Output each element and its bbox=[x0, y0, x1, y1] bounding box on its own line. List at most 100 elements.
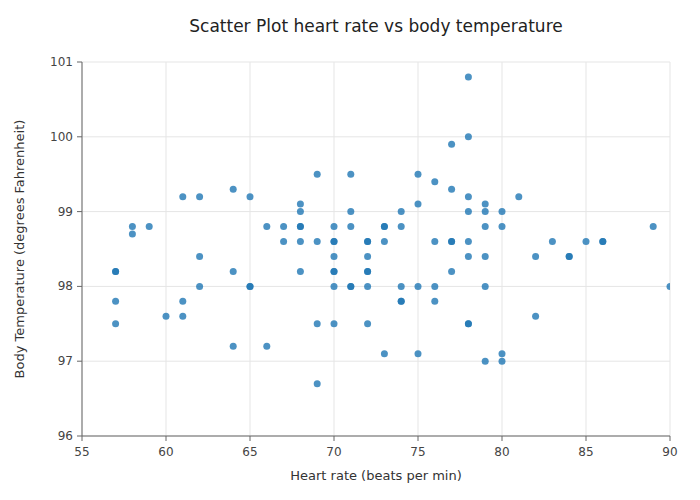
y-grid-line bbox=[82, 62, 670, 63]
point bbox=[230, 268, 237, 275]
axes: 556065707580859096979899100101 bbox=[50, 55, 678, 459]
point bbox=[297, 268, 304, 275]
point bbox=[549, 238, 556, 245]
y-tick bbox=[77, 62, 82, 63]
point bbox=[482, 208, 489, 215]
point bbox=[431, 283, 438, 290]
x-grid-line bbox=[334, 62, 335, 436]
point bbox=[364, 320, 371, 327]
point bbox=[163, 313, 170, 320]
point bbox=[465, 208, 472, 215]
x-tick bbox=[334, 436, 335, 441]
point bbox=[482, 253, 489, 260]
point bbox=[381, 238, 388, 245]
point bbox=[482, 358, 489, 365]
point bbox=[465, 238, 472, 245]
point bbox=[263, 223, 270, 230]
y-grid-line bbox=[82, 436, 670, 437]
point bbox=[129, 231, 136, 238]
point bbox=[398, 298, 405, 305]
x-tick-label: 60 bbox=[158, 445, 173, 459]
point bbox=[364, 283, 371, 290]
point bbox=[364, 268, 371, 275]
point bbox=[515, 193, 522, 200]
point bbox=[364, 238, 371, 245]
x-tick bbox=[82, 436, 83, 441]
x-grid-line bbox=[250, 62, 251, 436]
y-tick bbox=[77, 286, 82, 287]
x-grid-line bbox=[670, 62, 671, 436]
y-axis-line bbox=[82, 62, 83, 436]
point bbox=[179, 313, 186, 320]
point bbox=[179, 193, 186, 200]
point bbox=[448, 238, 455, 245]
x-tick bbox=[418, 436, 419, 441]
x-tick bbox=[670, 436, 671, 441]
point bbox=[532, 313, 539, 320]
point bbox=[331, 238, 338, 245]
point bbox=[347, 223, 354, 230]
point bbox=[331, 268, 338, 275]
point bbox=[448, 141, 455, 148]
point bbox=[599, 238, 606, 245]
point bbox=[230, 343, 237, 350]
point bbox=[280, 223, 287, 230]
point bbox=[297, 223, 304, 230]
chart-container: 556065707580859096979899100101Scatter Pl… bbox=[0, 0, 700, 500]
point bbox=[196, 253, 203, 260]
point bbox=[347, 171, 354, 178]
y-tick-label: 97 bbox=[58, 354, 73, 368]
point bbox=[448, 186, 455, 193]
point bbox=[247, 283, 254, 290]
x-tick-label: 65 bbox=[242, 445, 257, 459]
point bbox=[381, 223, 388, 230]
point bbox=[448, 238, 455, 245]
x-grid-line bbox=[586, 62, 587, 436]
point bbox=[431, 298, 438, 305]
point bbox=[331, 253, 338, 260]
point bbox=[347, 283, 354, 290]
point bbox=[112, 268, 119, 275]
y-grid-line bbox=[82, 361, 670, 362]
point bbox=[499, 223, 506, 230]
point bbox=[331, 223, 338, 230]
point bbox=[448, 268, 455, 275]
point bbox=[431, 238, 438, 245]
point bbox=[465, 320, 472, 327]
point bbox=[331, 283, 338, 290]
point bbox=[415, 201, 422, 208]
y-tick-label: 98 bbox=[58, 279, 73, 293]
point bbox=[398, 298, 405, 305]
point bbox=[247, 193, 254, 200]
point bbox=[314, 320, 321, 327]
point bbox=[297, 201, 304, 208]
point bbox=[532, 253, 539, 260]
point bbox=[415, 283, 422, 290]
y-grid-line bbox=[82, 136, 670, 137]
point bbox=[247, 283, 254, 290]
point bbox=[566, 253, 573, 260]
y-tick bbox=[77, 436, 82, 437]
point bbox=[482, 223, 489, 230]
point bbox=[415, 171, 422, 178]
x-tick-label: 85 bbox=[578, 445, 593, 459]
y-tick bbox=[77, 361, 82, 362]
chart-svg: 556065707580859096979899100101Scatter Pl… bbox=[0, 0, 700, 500]
x-tick-label: 75 bbox=[410, 445, 425, 459]
x-grid-line bbox=[166, 62, 167, 436]
point bbox=[398, 223, 405, 230]
x-tick bbox=[250, 436, 251, 441]
x-grid-line bbox=[418, 62, 419, 436]
point bbox=[314, 171, 321, 178]
point bbox=[566, 253, 573, 260]
y-tick bbox=[77, 211, 82, 212]
point bbox=[465, 320, 472, 327]
point bbox=[465, 193, 472, 200]
points bbox=[112, 73, 670, 387]
x-tick-label: 70 bbox=[326, 445, 341, 459]
point bbox=[499, 208, 506, 215]
point bbox=[112, 298, 119, 305]
x-tick bbox=[586, 436, 587, 441]
grid bbox=[82, 62, 670, 436]
x-tick bbox=[166, 436, 167, 441]
